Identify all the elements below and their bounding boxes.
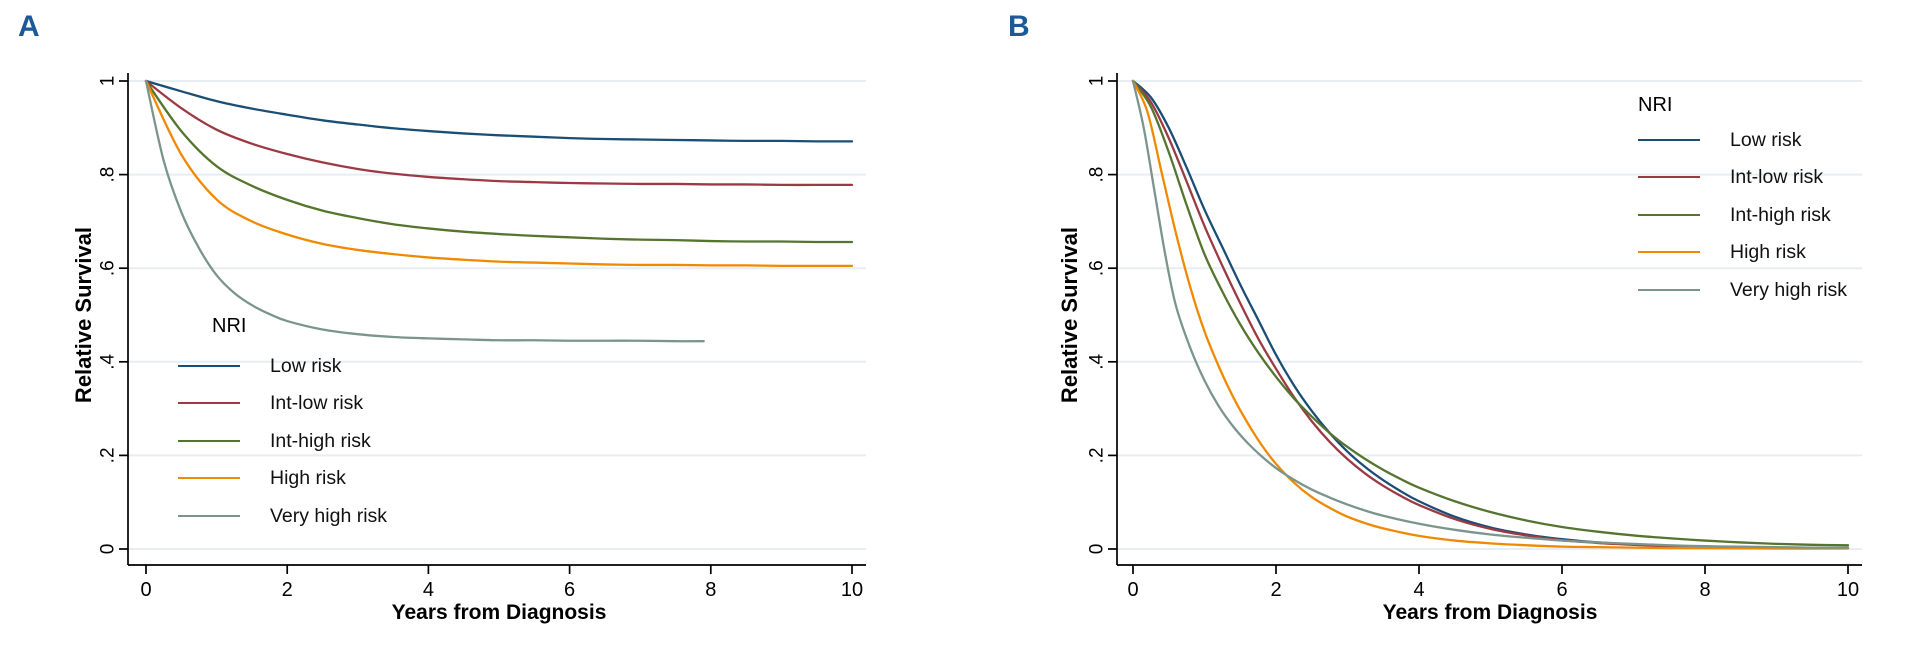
legend-item-high-risk: High risk — [1638, 241, 1806, 263]
legend-label-very-high-risk: Very high risk — [270, 504, 388, 527]
legend-swatch-high-risk — [178, 476, 240, 480]
y-tick-label: .2 — [1087, 447, 1108, 463]
x-tick-label: 0 — [140, 579, 151, 601]
legend-item-int-high-risk: Int-high risk — [1638, 204, 1831, 226]
y-tick-label: 1 — [1087, 76, 1108, 87]
legend-swatch-high-risk — [1638, 250, 1700, 254]
y-tick-label: .8 — [98, 167, 119, 183]
x-tick-label: 10 — [841, 579, 863, 601]
panel-a-x-axis-title: Years from Diagnosis — [391, 601, 607, 624]
series-curve-very-high-risk — [144, 79, 705, 343]
series-curve-int-high-risk — [1131, 79, 1850, 547]
legend-item-very-high-risk: Very high risk — [1638, 279, 1847, 301]
panel-a-letter: A — [18, 10, 40, 43]
panel-a-y-axis-title: Relative Survival — [71, 226, 96, 404]
x-tick-label: 0 — [1127, 579, 1138, 601]
legend-swatch-low-risk — [1638, 138, 1700, 142]
legend-swatch-int-high-risk — [178, 439, 240, 443]
y-tick-label: .8 — [1087, 167, 1108, 183]
legend-item-low-risk: Low risk — [178, 355, 342, 377]
series-curve-int-low-risk — [144, 79, 854, 187]
y-tick-label: .6 — [1087, 260, 1108, 276]
x-tick-label: 2 — [282, 579, 293, 601]
legend-b-title: NRI — [1638, 94, 1673, 116]
x-tick-label: 6 — [564, 579, 575, 601]
legend-swatch-low-risk — [178, 364, 240, 368]
legend-label-int-low-risk: Int-low risk — [270, 391, 364, 414]
legend-item-low-risk: Low risk — [1638, 129, 1802, 151]
y-tick-label: .4 — [1087, 353, 1108, 369]
legend-item-int-low-risk: Int-low risk — [1638, 166, 1823, 188]
legend-item-int-high-risk: Int-high risk — [178, 430, 371, 452]
legend-label-very-high-risk: Very high risk — [1730, 278, 1848, 301]
x-tick-label: 10 — [1837, 579, 1859, 601]
series-curve-high-risk — [144, 79, 854, 268]
y-tick-label: 1 — [98, 76, 119, 87]
legend-label-low-risk: Low risk — [270, 354, 342, 377]
legend-item-very-high-risk: Very high risk — [178, 505, 387, 527]
legend-swatch-very-high-risk — [1638, 288, 1700, 292]
legend-item-high-risk: High risk — [178, 467, 346, 489]
panel-b-letter: B — [1008, 10, 1030, 43]
legend-label-high-risk: High risk — [270, 466, 346, 489]
panel-b-y-axis-title: Relative Survival — [1057, 226, 1082, 404]
series-curve-int-high-risk — [144, 79, 854, 244]
panel-b-x-axis-title: Years from Diagnosis — [1382, 601, 1598, 624]
legend-label-int-low-risk: Int-low risk — [1730, 165, 1824, 188]
legend-label-int-high-risk: Int-high risk — [270, 429, 371, 452]
series-curve-low-risk — [144, 79, 854, 143]
legend-label-int-high-risk: Int-high risk — [1730, 203, 1831, 226]
legend-item-int-low-risk: Int-low risk — [178, 392, 363, 414]
x-tick-label: 4 — [1413, 579, 1424, 601]
y-tick-label: .2 — [98, 447, 119, 463]
legend-swatch-int-low-risk — [1638, 175, 1700, 179]
x-tick-label: 4 — [423, 579, 434, 601]
legend-a-title: NRI — [212, 315, 247, 337]
legend-label-low-risk: Low risk — [1730, 128, 1802, 151]
legend-swatch-int-low-risk — [178, 401, 240, 405]
x-tick-label: 8 — [705, 579, 716, 601]
y-tick-label: 0 — [98, 544, 119, 555]
y-tick-label: 0 — [1087, 544, 1108, 555]
legend-swatch-int-high-risk — [1638, 213, 1700, 217]
y-tick-label: .6 — [98, 260, 119, 276]
x-tick-label: 2 — [1270, 579, 1281, 601]
legend-label-high-risk: High risk — [1730, 240, 1806, 263]
series-curve-high-risk — [1131, 79, 1850, 550]
y-tick-label: .4 — [98, 353, 119, 369]
x-tick-label: 6 — [1556, 579, 1567, 601]
series-curve-very-high-risk — [1131, 79, 1850, 549]
x-tick-label: 8 — [1699, 579, 1710, 601]
legend-swatch-very-high-risk — [178, 514, 240, 518]
